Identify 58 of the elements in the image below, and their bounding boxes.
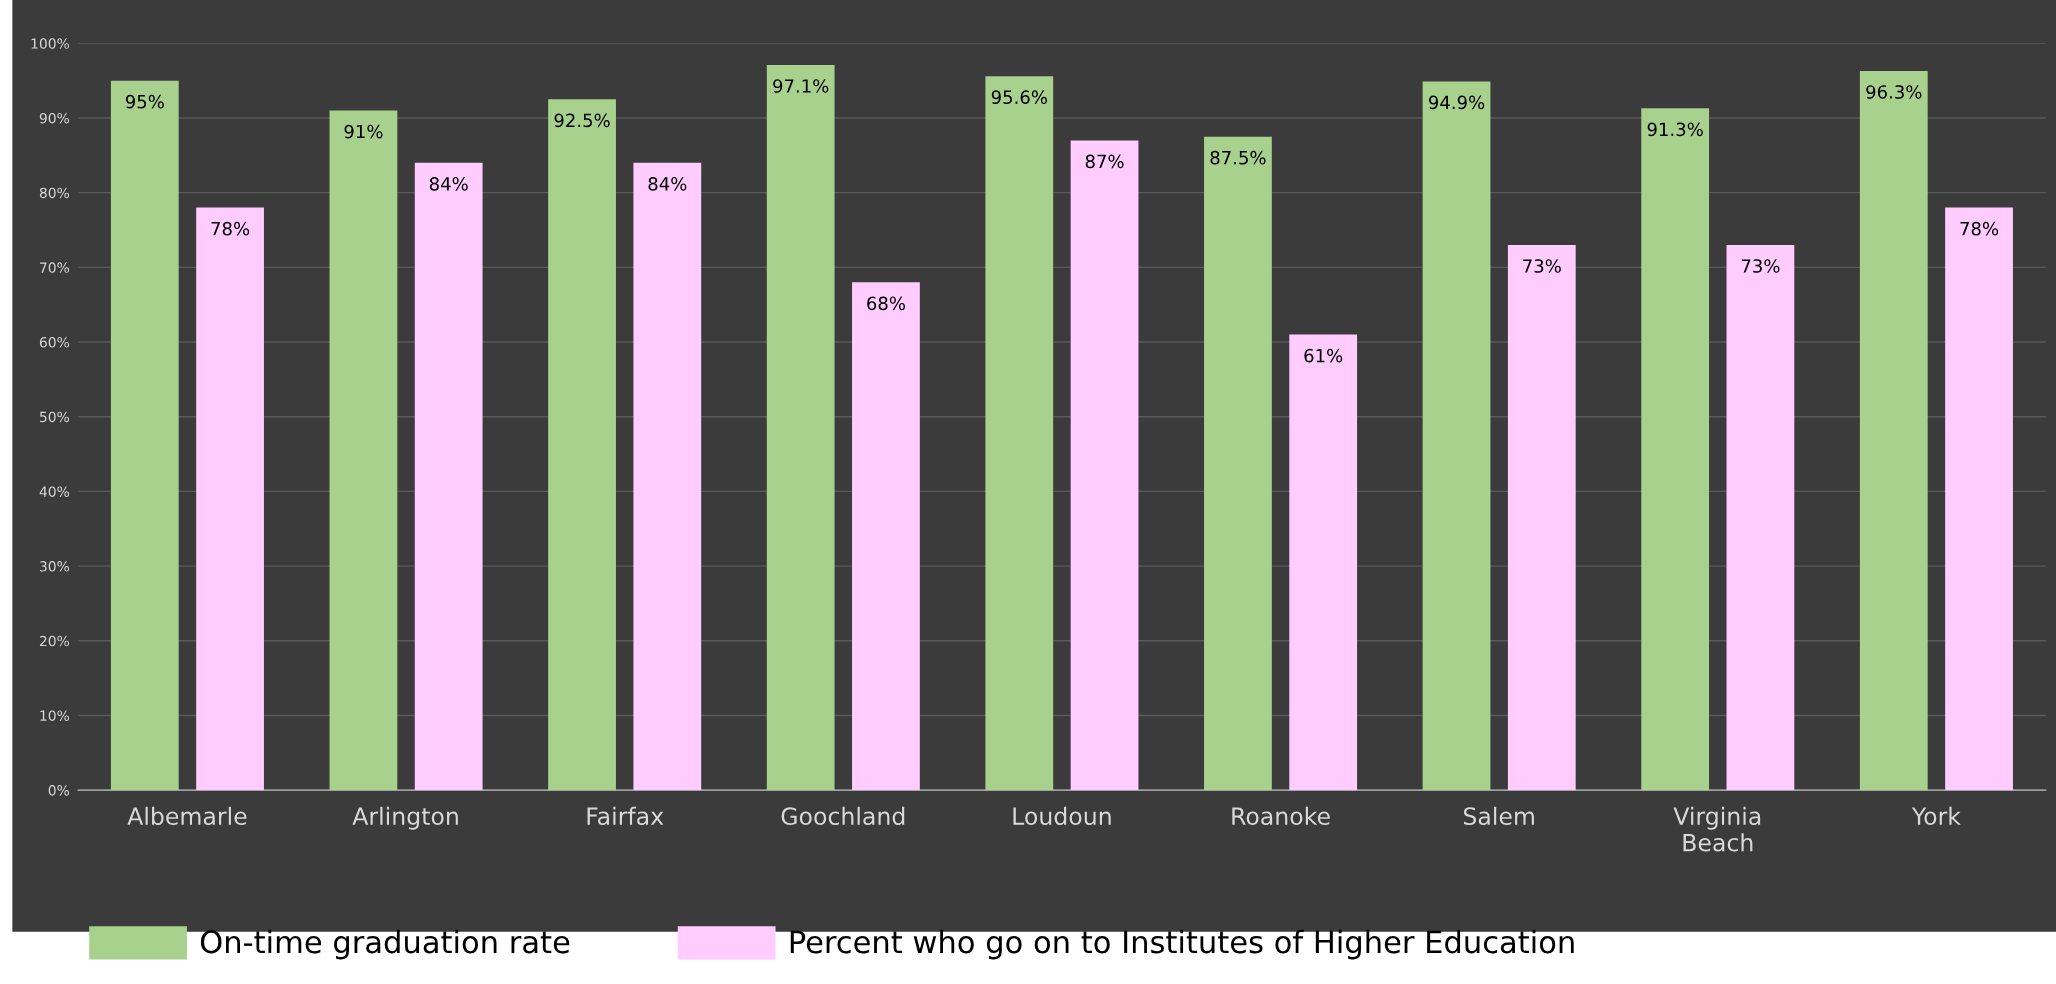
bar: [196, 207, 264, 791]
data-label: 61%: [1304, 348, 1343, 363]
x-tick-label: Arlington: [352, 806, 458, 830]
y-tick-label: 70%: [40, 262, 70, 273]
data-label: 84%: [648, 177, 687, 191]
y-tick-label: 60%: [39, 337, 70, 348]
bar: [1204, 136, 1272, 791]
bar: [1289, 334, 1358, 791]
data-label: 92.5%: [554, 113, 610, 128]
legend-label: Percent who go on to Institutes of Higher Education: [790, 929, 1574, 960]
bar: [1859, 70, 1928, 791]
data-label: 68%: [867, 296, 905, 311]
bar: [1070, 140, 1139, 791]
y-tick-label: 90%: [39, 112, 70, 124]
data-label: 73%: [1523, 259, 1561, 273]
y-tick-label: 0%: [48, 785, 70, 796]
data-label: 97.1%: [773, 79, 829, 93]
data-label: 87%: [1085, 154, 1124, 169]
data-label: 87.5%: [1210, 150, 1266, 165]
bar: [985, 76, 1054, 791]
x-tick-label: Salem: [1463, 806, 1534, 826]
y-tick-label: 50%: [40, 411, 70, 423]
data-label: 96.3%: [1866, 85, 1922, 99]
bar: [766, 64, 835, 791]
y-tick-label: 20%: [39, 635, 70, 647]
y-tick-label: 40%: [39, 486, 70, 497]
legend-label: On-time graduation rate: [200, 929, 570, 960]
y-tick-label: 80%: [39, 187, 70, 199]
data-label: 78%: [211, 221, 250, 236]
bar: [852, 282, 920, 791]
bar: [1945, 207, 2013, 791]
bar: [1641, 108, 1710, 791]
data-label: 84%: [429, 177, 468, 191]
x-tick-label: Loudoun: [1013, 806, 1111, 826]
bar: [329, 110, 398, 791]
bar: [1507, 244, 1576, 791]
x-tick-label: Albemarle: [127, 806, 247, 826]
bar: [1726, 244, 1795, 791]
y-tick-label: 30%: [39, 561, 70, 572]
bar: [110, 80, 179, 791]
x-tick-label: Roanoke: [1232, 806, 1330, 826]
bar: [548, 99, 616, 791]
data-label: 73%: [1741, 259, 1780, 273]
data-label: 95.6%: [991, 90, 1047, 105]
bar: [414, 162, 483, 791]
data-label: 94.9%: [1428, 95, 1485, 110]
y-tick-label: 100%: [31, 38, 70, 49]
y-tick-label: 10%: [40, 710, 70, 721]
bar: [1422, 81, 1491, 791]
data-label: 91%: [344, 124, 383, 139]
bar: [633, 162, 702, 791]
data-label: 91.3%: [1647, 122, 1703, 137]
x-tick-label: Goochland: [781, 806, 905, 826]
data-label: 95%: [125, 94, 164, 109]
x-tick-label: Virginia Beach: [1673, 806, 1761, 852]
data-label: 78%: [1960, 221, 1999, 236]
x-tick-label: Fairfax: [587, 806, 664, 826]
x-tick-label: York: [1911, 806, 1961, 826]
